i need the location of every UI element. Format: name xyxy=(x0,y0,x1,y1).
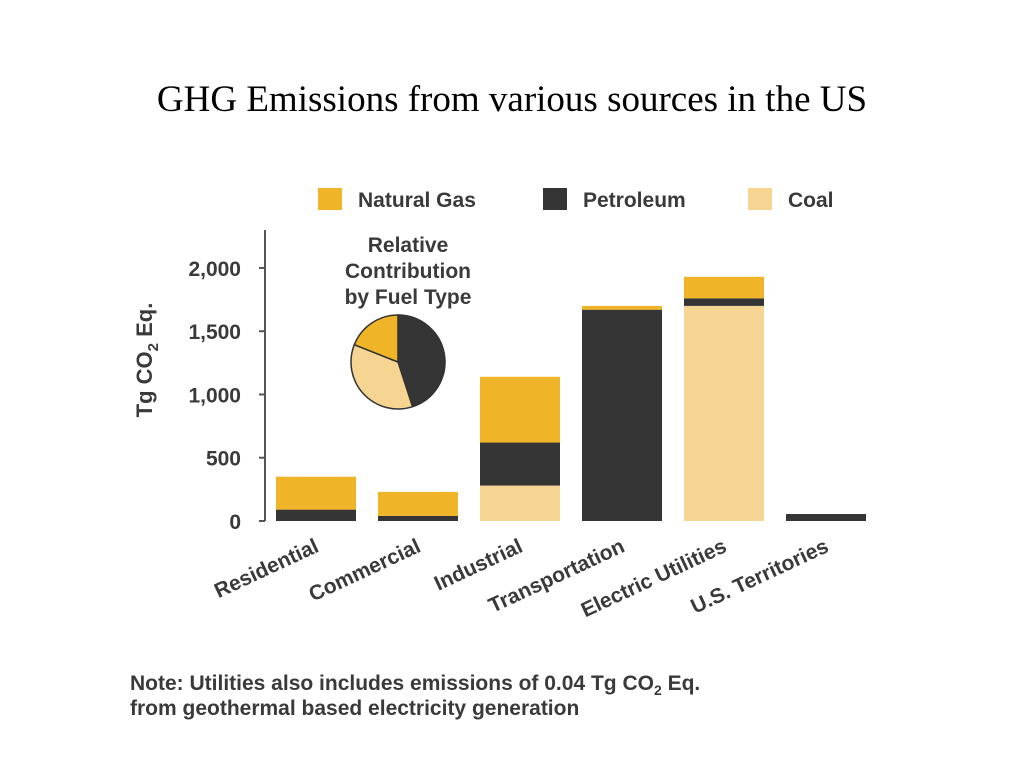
bar-segment-natural-gas xyxy=(378,491,458,516)
legend-label: Coal xyxy=(788,189,834,212)
bar-segment-coal xyxy=(684,305,764,521)
inset-title-line: Relative xyxy=(368,234,449,257)
bar-segment-natural-gas xyxy=(480,376,560,443)
note-line-1: Note: Utilities also includes emissions … xyxy=(130,672,701,699)
inset-title-line: by Fuel Type xyxy=(345,286,472,309)
legend-swatch xyxy=(318,188,342,210)
legend-swatch xyxy=(748,188,772,210)
y-axis: 0 500 1,000 1,500 2,000 xyxy=(188,230,266,534)
note-line-2: from geothermal based electricity genera… xyxy=(130,697,580,720)
bar-segment-petroleum xyxy=(378,515,458,521)
bar-segment-coal xyxy=(480,485,560,521)
bar-stack-commercial xyxy=(378,491,458,521)
pie-slice-petroleum xyxy=(397,314,446,408)
legend-label: Natural Gas xyxy=(358,189,476,212)
chart-legend: Natural Gas Petroleum Coal xyxy=(318,188,834,212)
bar-segment-natural-gas xyxy=(276,476,356,510)
inset-title-line: Contribution xyxy=(345,260,471,283)
pie-slice-coal xyxy=(350,343,414,410)
legend-item-coal: Coal xyxy=(748,188,834,212)
y-tick-label: 500 xyxy=(206,448,241,471)
legend-item-natural-gas: Natural Gas xyxy=(318,188,476,212)
legend-label: Petroleum xyxy=(583,189,686,212)
bar-segment-petroleum xyxy=(684,298,764,306)
bar-stack-industrial xyxy=(480,376,560,521)
slide-title: GHG Emissions from various sources in th… xyxy=(156,79,868,120)
bar-stack-residential xyxy=(276,476,356,521)
bar-segment-natural-gas xyxy=(582,305,662,310)
y-tick-label: 1,000 xyxy=(188,384,241,407)
bar-stack-electric-utilities xyxy=(684,276,764,521)
bar-stack-transportation xyxy=(582,305,662,521)
x-tick-label-commercial: Commercial xyxy=(305,535,424,607)
legend-item-petroleum: Petroleum xyxy=(543,188,686,212)
bar-segment-petroleum xyxy=(786,514,866,521)
legend-swatch xyxy=(543,188,567,210)
y-axis-title: Tg CO2 Eq. xyxy=(132,303,162,418)
bar-stacks xyxy=(276,276,866,521)
bar-segment-natural-gas xyxy=(684,276,764,299)
pie-slice-natural-gas xyxy=(353,314,399,364)
x-tick-label-residential: Residential xyxy=(211,535,322,603)
bar-segment-petroleum xyxy=(582,309,662,521)
fuel-type-inset: Relative Contribution by Fuel Type xyxy=(345,234,472,410)
y-tick-label: 2,000 xyxy=(188,258,241,281)
y-tick-label: 0 xyxy=(229,511,241,534)
chart-note: Note: Utilities also includes emissions … xyxy=(130,671,930,721)
bar-stack-u-s-territories xyxy=(786,514,866,521)
y-tick-label: 1,500 xyxy=(188,321,241,344)
bar-segment-petroleum xyxy=(276,509,356,521)
bar-segment-petroleum xyxy=(480,442,560,486)
